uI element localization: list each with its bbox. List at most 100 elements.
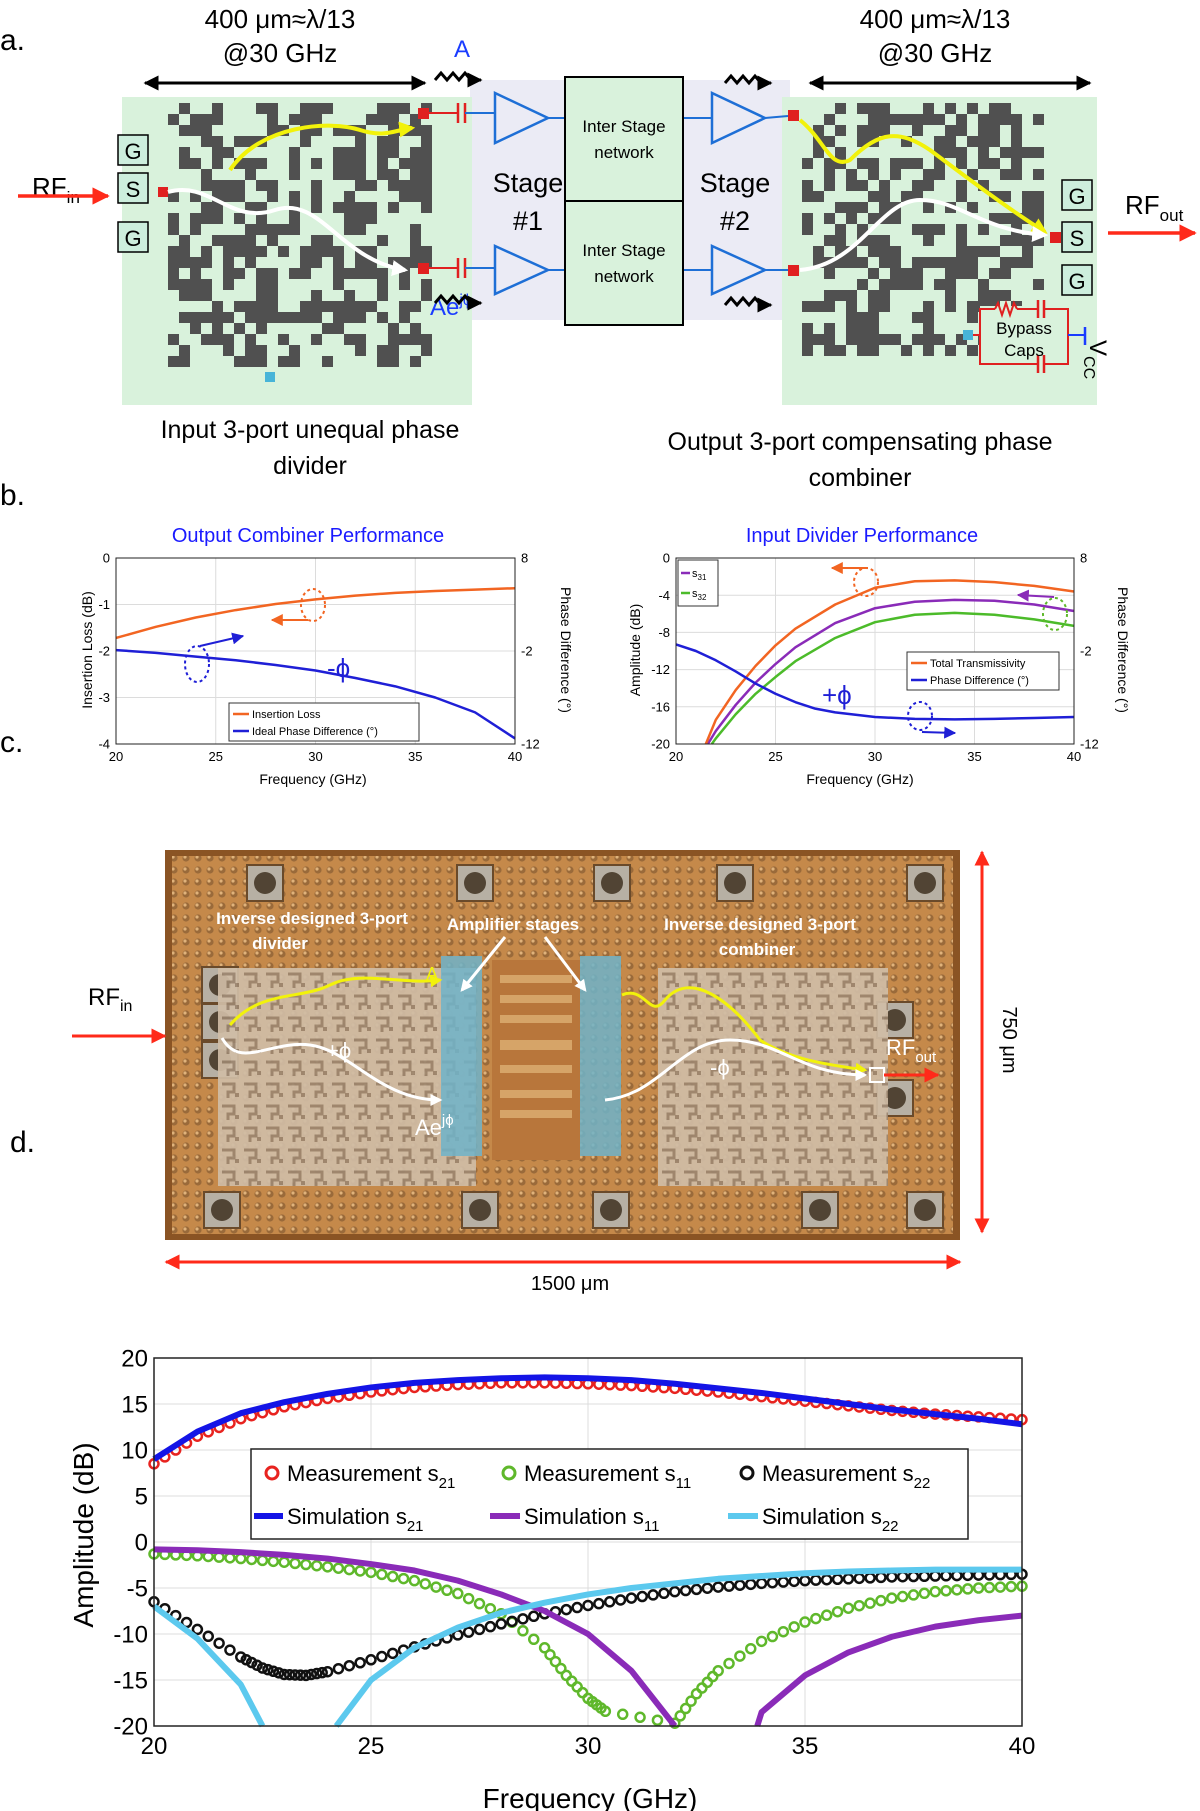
pixel-cell xyxy=(179,356,190,367)
pixel-cell xyxy=(245,312,256,323)
pixel-cell xyxy=(1022,257,1033,268)
label-combiner-line1: Inverse designed 3-port xyxy=(664,915,856,934)
pixel-cell xyxy=(901,268,912,279)
series-2-point xyxy=(842,1573,855,1585)
pixel-cell xyxy=(245,301,256,312)
pixel-cell xyxy=(912,191,923,202)
pixel-cell xyxy=(256,301,267,312)
panel-label-a: a. xyxy=(0,24,25,57)
pixel-cell xyxy=(256,246,267,257)
pixel-cell xyxy=(912,312,923,323)
pixel-cell xyxy=(278,246,289,257)
pixel-cell xyxy=(212,158,223,169)
y-tick-label: 10 xyxy=(121,1437,148,1464)
series-2-point xyxy=(940,1570,952,1582)
pixel-cell xyxy=(846,323,857,334)
pixel-cell xyxy=(212,235,223,246)
pixel-cell xyxy=(923,334,934,345)
pixel-cell xyxy=(857,103,868,114)
pixel-cell xyxy=(912,114,923,125)
pixel-cell xyxy=(421,180,432,191)
pixel-cell xyxy=(168,268,179,279)
bond-pad-center xyxy=(600,1199,622,1221)
pixel-cell xyxy=(978,125,989,136)
legend-s32: s32 xyxy=(692,588,707,602)
series-2-point xyxy=(636,1590,648,1603)
pixel-cell xyxy=(388,323,399,334)
pixel-cell xyxy=(857,279,868,290)
pixel-cell xyxy=(945,136,956,147)
pixel-cell xyxy=(868,268,879,279)
pixel-cell xyxy=(388,169,399,180)
pixel-cell xyxy=(857,312,868,323)
pixel-cell xyxy=(333,202,344,213)
pixel-cell xyxy=(212,191,223,202)
pixel-cell xyxy=(223,235,234,246)
pixel-cell xyxy=(802,301,813,312)
pixel-cell xyxy=(1033,114,1044,125)
series-1-point xyxy=(788,1621,800,1633)
legend-phase-difference: Phase Difference (°) xyxy=(930,675,1029,687)
series-1-point xyxy=(734,1650,746,1662)
pixel-cell xyxy=(1000,147,1011,158)
series-1-point xyxy=(864,1597,876,1609)
pixel-cell xyxy=(1011,114,1022,125)
pixel-cell xyxy=(421,191,432,202)
pixel-cell xyxy=(179,103,190,114)
series-1-point xyxy=(528,1633,540,1646)
pixel-cell xyxy=(168,334,179,345)
series-1-point xyxy=(896,1590,909,1603)
series-1-point xyxy=(940,1585,952,1597)
series-2-point xyxy=(343,1659,356,1672)
pixel-cell xyxy=(333,257,344,268)
series-1-point xyxy=(321,1561,334,1573)
pixel-cell xyxy=(989,268,1000,279)
pixel-cell xyxy=(989,290,1000,301)
pixel-cell xyxy=(388,180,399,191)
pixel-cell xyxy=(956,235,967,246)
pixel-cell xyxy=(421,202,432,213)
pixel-cell xyxy=(388,202,399,213)
y-right-tick-label: 8 xyxy=(521,551,528,566)
pixel-cell xyxy=(956,191,967,202)
squiggle-arrow-b xyxy=(433,293,483,311)
bond-pad-center xyxy=(211,1199,233,1221)
pixel-cell xyxy=(802,213,813,224)
pixel-cell xyxy=(421,136,432,147)
die-rf-in-label: RFin xyxy=(88,984,132,1015)
white-signal-path-combiner xyxy=(799,197,1049,272)
series-2-point xyxy=(316,1666,328,1679)
chart-b-right-title: Input Divider Performance xyxy=(746,525,978,547)
pixel-cell xyxy=(377,103,388,114)
series-2-point xyxy=(311,1667,323,1680)
chart-b-left-legend: Insertion Loss Ideal Phase Difference (°… xyxy=(228,702,420,742)
pixel-cell xyxy=(868,323,879,334)
pixel-cell xyxy=(179,345,190,356)
x-tick-label: 30 xyxy=(868,749,882,764)
pixel-cell xyxy=(333,147,344,158)
pixel-cell xyxy=(190,213,201,224)
stage1-label-line2: #1 xyxy=(513,206,543,236)
pixel-cell xyxy=(256,158,267,169)
pixel-cell xyxy=(802,158,813,169)
y-right-tick-label: -12 xyxy=(1080,737,1099,752)
pixel-cell xyxy=(824,169,835,180)
stage2-label-line1: Stage xyxy=(700,168,771,198)
series-2-point xyxy=(669,1585,681,1598)
legend-meas-s22: Measurement s22 xyxy=(762,1461,930,1492)
pixel-cell xyxy=(857,125,868,136)
pixel-cell xyxy=(355,334,366,345)
pixel-cell xyxy=(212,213,223,224)
pixel-cell xyxy=(421,246,432,257)
port-left-g1: G xyxy=(124,139,141,164)
die-label-rfout: RFout xyxy=(886,1035,937,1066)
pixel-cell xyxy=(267,125,278,136)
pixel-cell xyxy=(923,202,934,213)
pixel-cell xyxy=(410,323,421,334)
pixel-cell xyxy=(311,103,322,114)
pixel-cell xyxy=(289,345,300,356)
rf-out-label: RFout xyxy=(1125,190,1184,225)
pixel-cell xyxy=(421,279,432,290)
series-2-point xyxy=(300,1669,312,1682)
pixel-cell xyxy=(223,268,234,279)
